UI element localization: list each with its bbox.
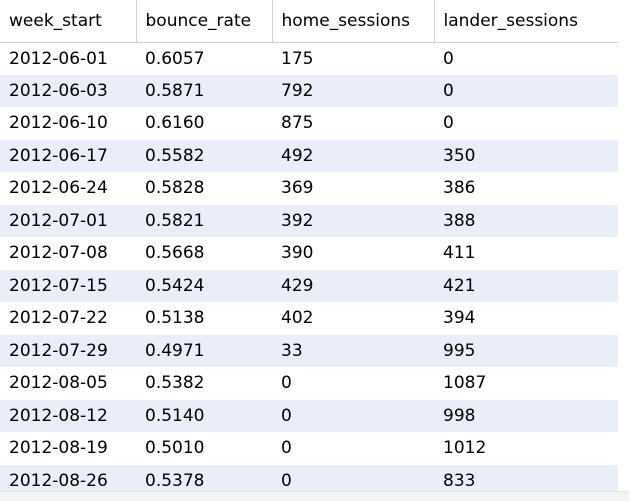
cell-week-start[interactable]: 2012-07-29 [0, 334, 136, 367]
cell-bounce-rate[interactable]: 0.5424 [136, 269, 272, 302]
cell-home-sessions[interactable]: 392 [272, 204, 434, 237]
table-row[interactable]: 2012-07-29 0.4971 33 995 [0, 334, 618, 367]
cell-home-sessions[interactable]: 429 [272, 269, 434, 302]
table-row[interactable]: 2012-06-17 0.5582 492 350 [0, 139, 618, 172]
cell-lander-sessions[interactable]: 411 [434, 237, 618, 270]
table-row[interactable]: 2012-06-03 0.5871 792 0 [0, 74, 618, 107]
cell-week-start[interactable]: 2012-08-05 [0, 367, 136, 400]
column-header-lander-sessions[interactable]: lander_sessions [434, 0, 618, 43]
cell-bounce-rate[interactable]: 0.5382 [136, 367, 272, 400]
cell-bounce-rate[interactable]: 0.5138 [136, 302, 272, 335]
cell-bounce-rate[interactable]: 0.5668 [136, 237, 272, 270]
cell-lander-sessions[interactable]: 350 [434, 139, 618, 172]
cell-lander-sessions[interactable]: 998 [434, 399, 618, 432]
cell-lander-sessions[interactable]: 0 [434, 74, 618, 107]
cell-bounce-rate[interactable]: 0.5828 [136, 172, 272, 205]
cell-home-sessions[interactable]: 175 [272, 42, 434, 75]
cell-lander-sessions[interactable]: 0 [434, 107, 618, 140]
cell-home-sessions[interactable]: 390 [272, 237, 434, 270]
cell-home-sessions[interactable]: 369 [272, 172, 434, 205]
cell-bounce-rate[interactable]: 0.5140 [136, 399, 272, 432]
table-row[interactable]: 2012-08-05 0.5382 0 1087 [0, 367, 618, 400]
cell-home-sessions[interactable]: 875 [272, 107, 434, 140]
cell-home-sessions[interactable]: 0 [272, 399, 434, 432]
column-header-week-start[interactable]: week_start [0, 0, 137, 43]
cell-home-sessions[interactable]: 0 [272, 367, 434, 400]
cell-home-sessions[interactable]: 792 [272, 74, 434, 107]
cell-week-start[interactable]: 2012-06-17 [0, 139, 136, 172]
cell-home-sessions[interactable]: 402 [272, 302, 434, 335]
header-row: week_start bounce_rate home_sessions lan… [0, 0, 618, 43]
cell-lander-sessions[interactable]: 1012 [434, 432, 618, 465]
cell-home-sessions[interactable]: 0 [272, 432, 434, 465]
cell-lander-sessions[interactable]: 995 [434, 334, 618, 367]
grid-right-gutter [618, 0, 629, 491]
cell-lander-sessions[interactable]: 394 [434, 302, 618, 335]
cell-week-start[interactable]: 2012-06-24 [0, 172, 136, 205]
cell-lander-sessions[interactable]: 386 [434, 172, 618, 205]
horizontal-scrollbar[interactable] [0, 491, 629, 501]
cell-home-sessions[interactable]: 33 [272, 334, 434, 367]
cell-lander-sessions[interactable]: 421 [434, 269, 618, 302]
table-row[interactable]: 2012-06-24 0.5828 369 386 [0, 172, 618, 205]
cell-lander-sessions[interactable]: 388 [434, 204, 618, 237]
cell-week-start[interactable]: 2012-06-01 [0, 42, 136, 75]
cell-bounce-rate[interactable]: 0.4971 [136, 334, 272, 367]
cell-bounce-rate[interactable]: 0.5871 [136, 74, 272, 107]
cell-week-start[interactable]: 2012-08-19 [0, 432, 136, 465]
table-row[interactable]: 2012-06-01 0.6057 175 0 [0, 42, 618, 75]
cell-bounce-rate[interactable]: 0.6057 [136, 42, 272, 75]
cell-bounce-rate[interactable]: 0.5010 [136, 432, 272, 465]
cell-week-start[interactable]: 2012-06-03 [0, 74, 136, 107]
table-row[interactable]: 2012-08-12 0.5140 0 998 [0, 399, 618, 432]
cell-week-start[interactable]: 2012-08-12 [0, 399, 136, 432]
cell-week-start[interactable]: 2012-07-01 [0, 204, 136, 237]
table-row[interactable]: 2012-07-15 0.5424 429 421 [0, 269, 618, 302]
table-row[interactable]: 2012-08-19 0.5010 0 1012 [0, 432, 618, 465]
column-header-home-sessions[interactable]: home_sessions [272, 0, 435, 43]
table-row[interactable]: 2012-07-08 0.5668 390 411 [0, 237, 618, 270]
cell-bounce-rate[interactable]: 0.6160 [136, 107, 272, 140]
results-table: week_start bounce_rate home_sessions lan… [0, 0, 618, 497]
cell-week-start[interactable]: 2012-07-15 [0, 269, 136, 302]
cell-week-start[interactable]: 2012-07-08 [0, 237, 136, 270]
cell-lander-sessions[interactable]: 0 [434, 42, 618, 75]
table-row[interactable]: 2012-07-22 0.5138 402 394 [0, 302, 618, 335]
cell-week-start[interactable]: 2012-07-22 [0, 302, 136, 335]
cell-lander-sessions[interactable]: 1087 [434, 367, 618, 400]
cell-week-start[interactable]: 2012-06-10 [0, 107, 136, 140]
column-header-bounce-rate[interactable]: bounce_rate [136, 0, 273, 43]
cell-bounce-rate[interactable]: 0.5582 [136, 139, 272, 172]
table-row[interactable]: 2012-07-01 0.5821 392 388 [0, 204, 618, 237]
table-row[interactable]: 2012-06-10 0.6160 875 0 [0, 107, 618, 140]
cell-bounce-rate[interactable]: 0.5821 [136, 204, 272, 237]
cell-home-sessions[interactable]: 492 [272, 139, 434, 172]
